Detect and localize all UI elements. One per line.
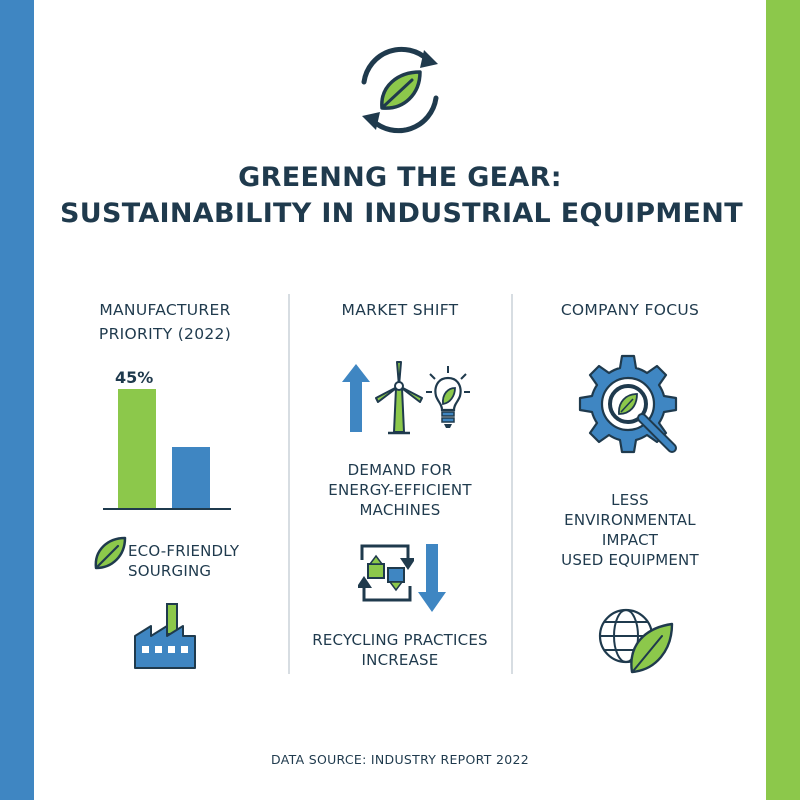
column-divider-right	[511, 294, 513, 674]
eco-friendly-caption: ECO-FRIENDLY SOURGING	[128, 541, 239, 581]
market-shift-heading: MARKET SHIFT	[341, 301, 459, 319]
right-accent-stripe	[766, 0, 800, 800]
heading-line-1: MANUFACTURER	[99, 301, 231, 319]
company-focus-heading: COMPANY FOCUS	[560, 301, 700, 319]
impact-text-line-3: IMPACT	[601, 531, 659, 549]
recycling-text-line-1: RECYCLING PRACTICES	[312, 631, 488, 649]
factory-icon	[133, 602, 197, 672]
impact-text-line-4: USED EQUIPMENT	[561, 551, 699, 569]
lightbulb-leaf-icon	[424, 364, 472, 434]
demand-text: DEMAND FOR ENERGY-EFFICIENT MACHINES	[300, 460, 500, 520]
impact-text-line-1: LESS	[611, 491, 649, 509]
demand-text-line-3: MACHINES	[359, 501, 441, 519]
globe-leaf-icon	[596, 600, 676, 676]
chart-baseline	[103, 508, 231, 510]
arrow-down-icon	[416, 542, 448, 614]
data-source-footer: DATA SOURCE: INDUSTRY REPORT 2022	[271, 752, 529, 767]
demand-text-line-1: DEMAND FOR	[347, 461, 453, 479]
caption-line-2: SOURGING	[128, 562, 212, 580]
bar-blue	[172, 447, 210, 508]
page-title: GREENNG THE GEAR: SUSTAINABILITY IN INDU…	[60, 160, 743, 232]
demand-text-line-2: ENERGY-EFFICIENT	[328, 481, 472, 499]
wind-turbine-icon	[372, 358, 426, 436]
impact-text-line-2: ENVIRONMENTAL	[564, 511, 696, 529]
leaf-icon	[92, 534, 128, 572]
arrow-up-icon	[340, 362, 372, 434]
left-accent-stripe	[0, 0, 34, 800]
caption-line-1: ECO-FRIENDLY	[128, 542, 240, 560]
heading-line-2: PRIORITY (2022)	[98, 325, 232, 343]
column-divider-left	[288, 294, 290, 674]
recycle-leaf-icon	[340, 42, 460, 138]
manufacturer-priority-heading: MANUFACTURER PRIORITY (2022)	[70, 298, 260, 346]
recycle-boxes-icon	[358, 542, 414, 604]
bar-data-label: 45%	[115, 368, 154, 387]
less-impact-text: LESS ENVIRONMENTAL IMPACT USED EQUIPMENT	[520, 490, 740, 570]
gear-magnifier-icon	[576, 352, 686, 462]
title-line-2: SUSTAINABILITY IN INDUSTRIAL EQUIPMENT	[60, 198, 743, 229]
bar-green	[118, 389, 156, 508]
title-line-1: GREENNG THE GEAR:	[238, 162, 562, 193]
recycling-text-line-2: INCREASE	[361, 651, 439, 669]
recycling-text: RECYCLING PRACTICES INCREASE	[296, 630, 504, 670]
